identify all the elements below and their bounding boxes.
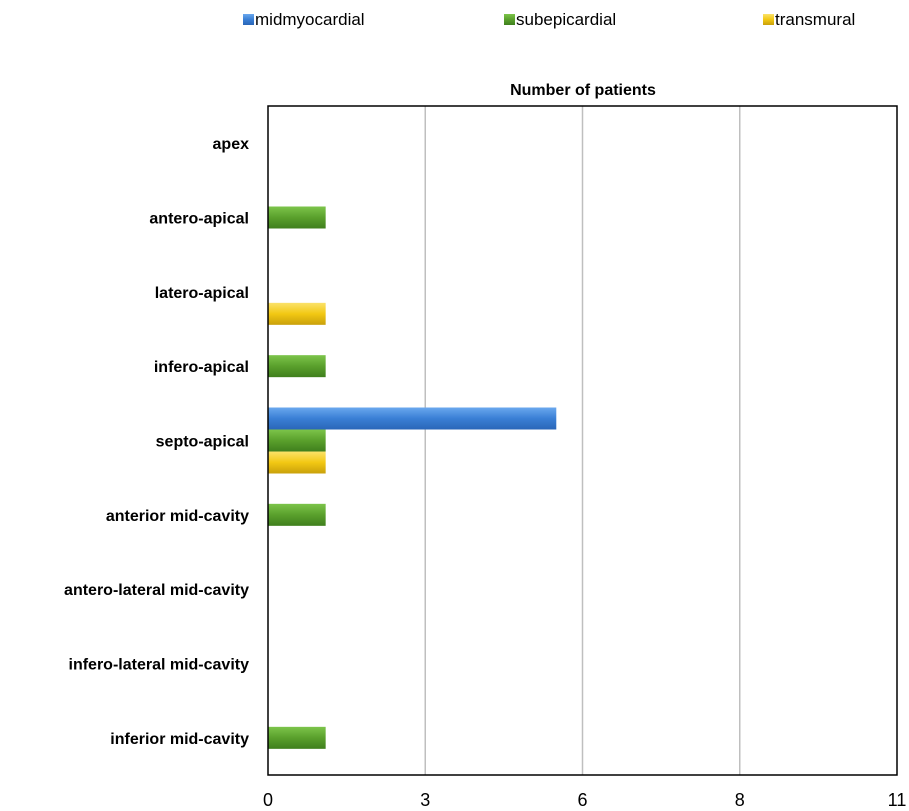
x-axis-tick-labels: 0 3 6 8 11	[263, 790, 906, 810]
legend-swatch-transmural	[763, 14, 774, 25]
bar-subepicardial-septo-apical	[268, 429, 326, 452]
x-tick-label: 11	[888, 790, 907, 810]
category-label-antero-lateral-mid-cavity: antero-lateral mid-cavity	[64, 582, 249, 599]
category-label-latero-apical: latero-apical	[155, 285, 249, 302]
x-tick-label: 0	[263, 790, 273, 810]
bar-subepicardial-inferior-mid-cavity	[268, 726, 326, 749]
bar-transmural-septo-apical	[268, 451, 326, 474]
bar-subepicardial-anterior-mid-cavity	[268, 503, 326, 526]
category-label-antero-apical: antero-apical	[149, 211, 249, 228]
category-label-infero-lateral-mid-cavity: infero-lateral mid-cavity	[69, 657, 250, 674]
legend-label-transmural: transmural	[775, 10, 855, 29]
legend-label-subepicardial: subepicardial	[516, 10, 616, 29]
bar-transmural-latero-apical	[268, 302, 326, 325]
category-labels: apex antero-apical latero-apical infero-api…	[64, 136, 249, 748]
bar-midmyocardial-septo-apical	[268, 407, 557, 430]
x-tick-label: 6	[577, 790, 587, 810]
legend: midmyocardial subepicardial transmural	[243, 10, 855, 29]
bars	[268, 206, 557, 749]
plot-area-border	[267, 105, 898, 776]
legend-swatch-subepicardial	[504, 14, 515, 25]
x-tick-label: 8	[735, 790, 745, 810]
category-label-inferior-mid-cavity: inferior mid-cavity	[110, 731, 249, 748]
gridlines	[424, 106, 741, 775]
category-label-septo-apical: septo-apical	[156, 434, 249, 451]
category-label-anterior-mid-cavity: anterior mid-cavity	[106, 508, 249, 525]
bar-subepicardial-infero-apical	[268, 355, 326, 378]
legend-label-midmyocardial: midmyocardial	[255, 10, 365, 29]
legend-swatch-midmyocardial	[243, 14, 254, 25]
category-label-infero-apical: infero-apical	[154, 359, 249, 376]
bar-subepicardial-antero-apical	[268, 206, 326, 229]
chart-title: Number of patients	[510, 82, 656, 99]
x-tick-label: 3	[420, 790, 430, 810]
category-label-apex: apex	[213, 136, 250, 153]
